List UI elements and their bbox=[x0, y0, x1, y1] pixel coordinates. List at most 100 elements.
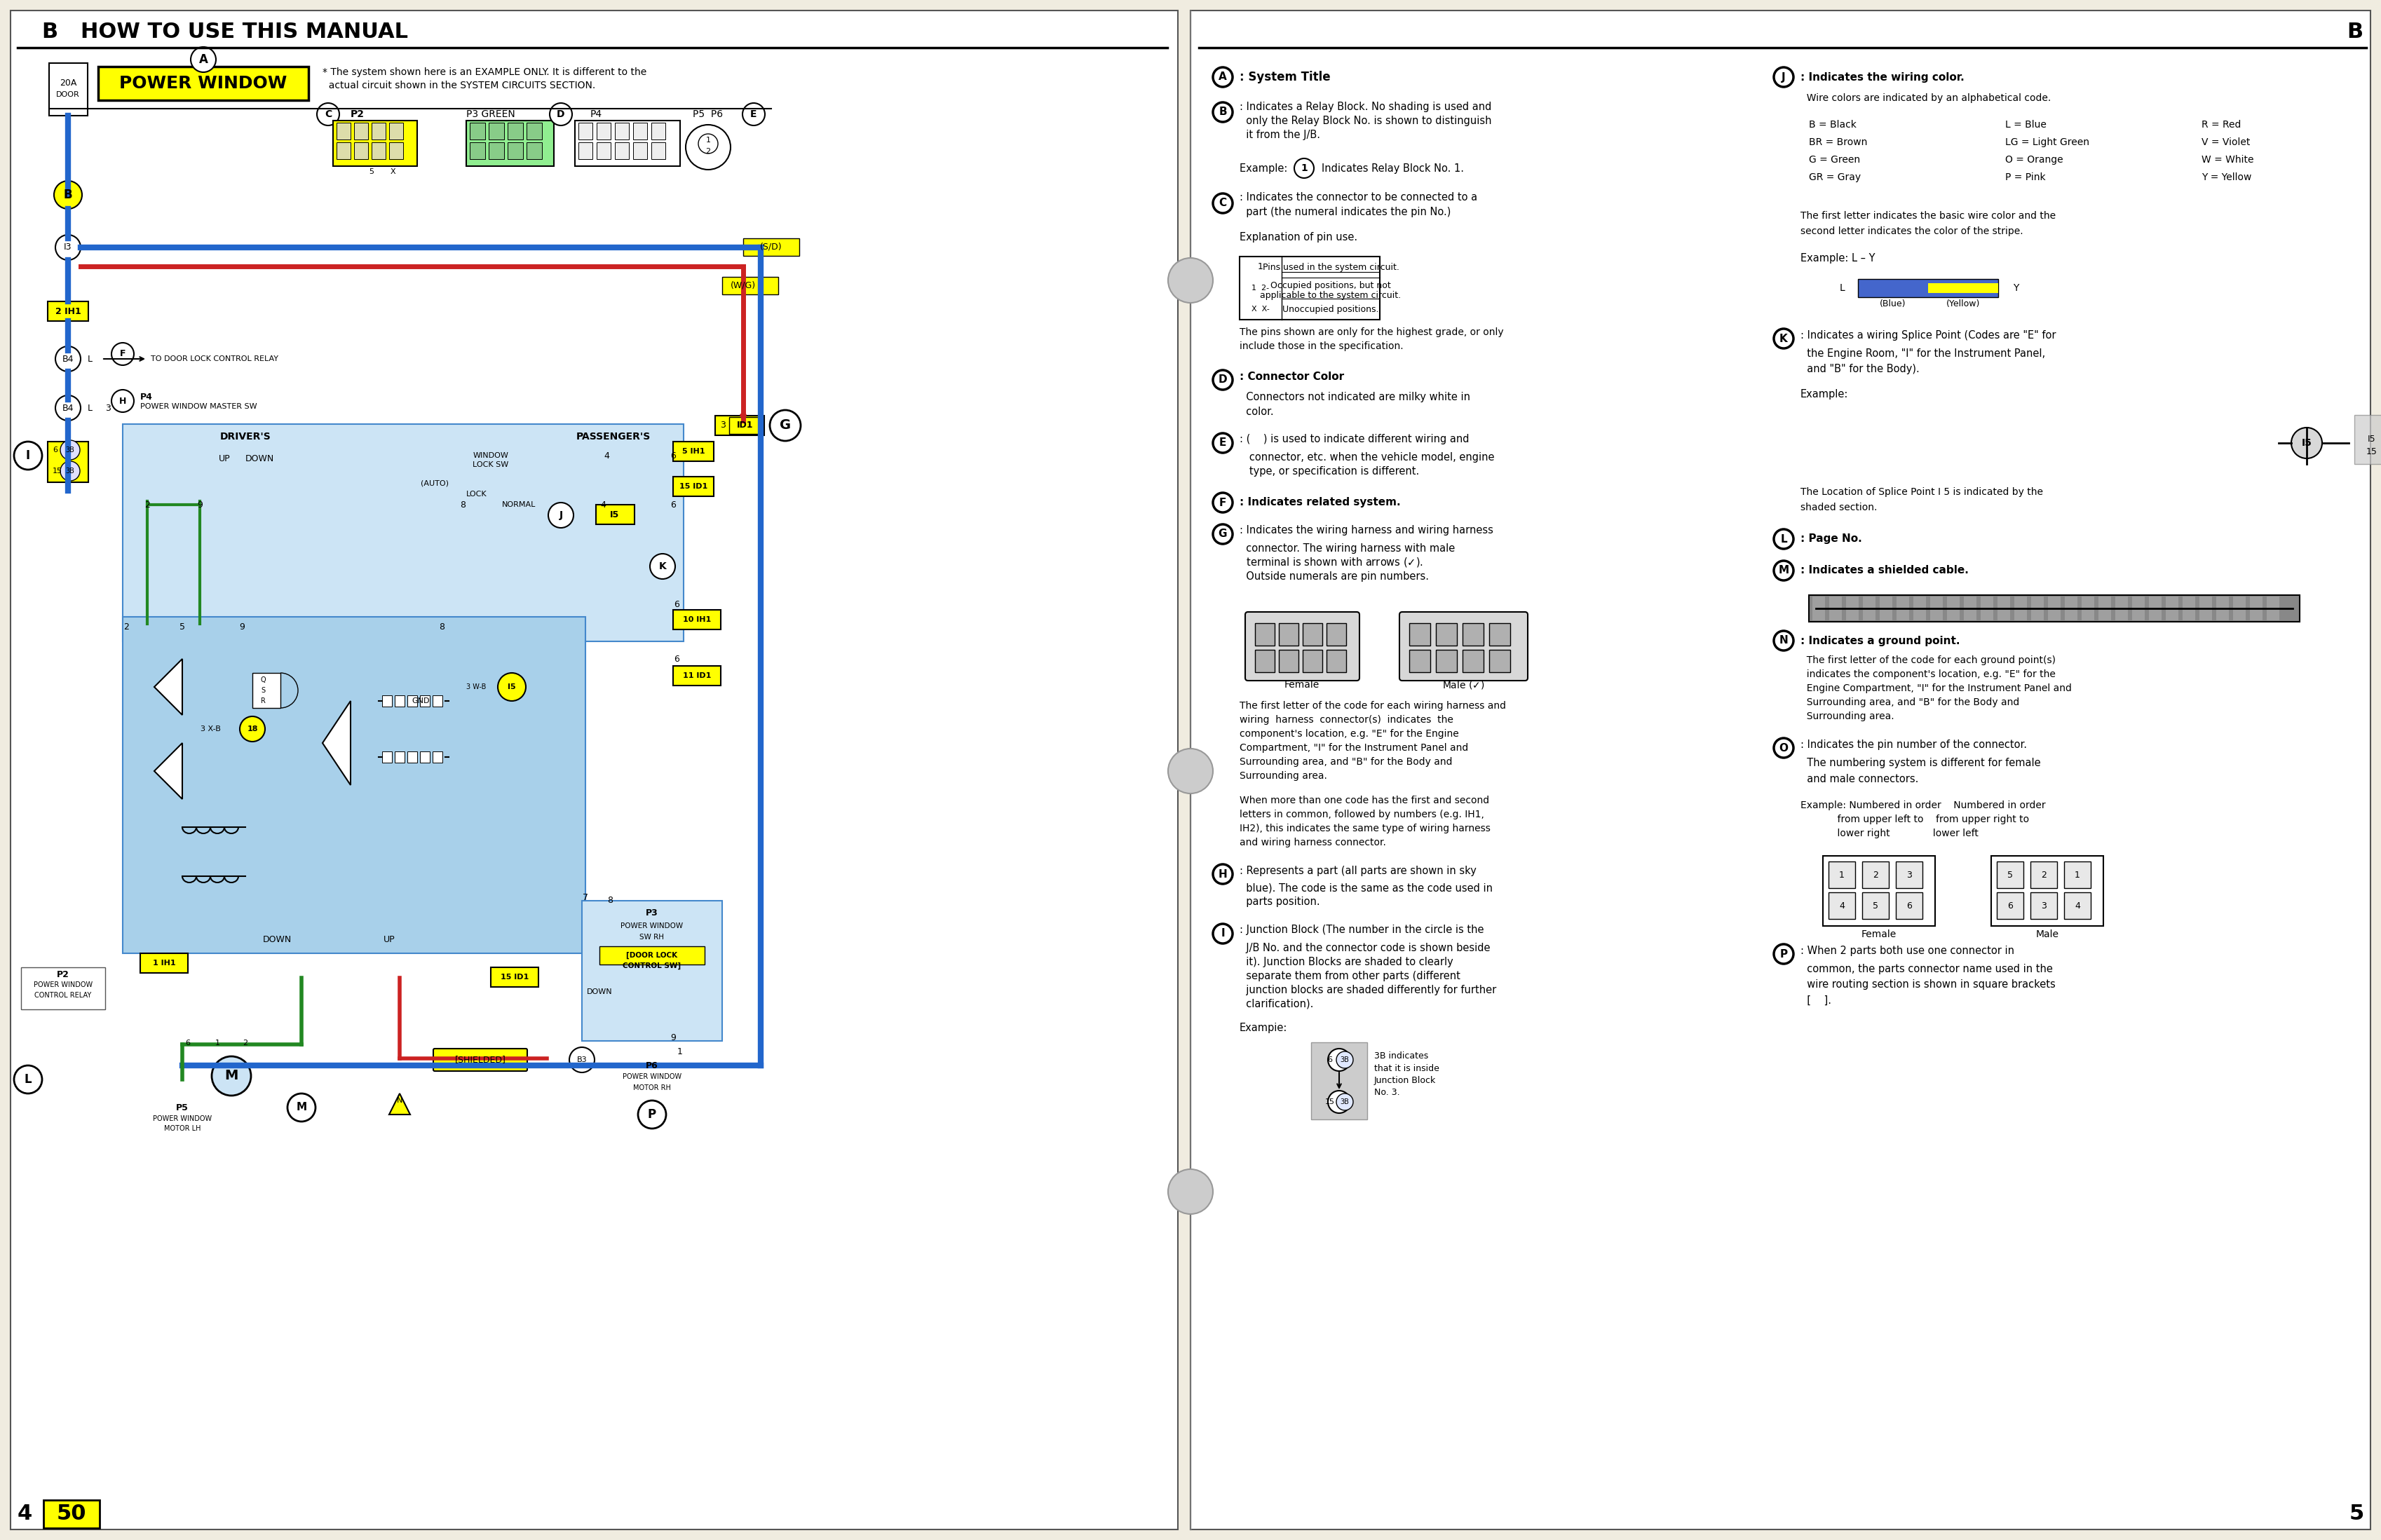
Text: Connectors not indicated are milky white in: Connectors not indicated are milky white… bbox=[1241, 393, 1469, 402]
Text: [    ].: [ ]. bbox=[1800, 995, 1831, 1006]
Text: 2: 2 bbox=[1874, 870, 1879, 879]
Text: POWER WINDOW: POWER WINDOW bbox=[621, 922, 683, 930]
Text: M: M bbox=[295, 1103, 307, 1113]
Text: shaded section.: shaded section. bbox=[1800, 502, 1876, 513]
Circle shape bbox=[288, 1093, 317, 1121]
Text: 1  2-: 1 2- bbox=[1252, 285, 1269, 291]
Text: 7: 7 bbox=[583, 893, 588, 902]
Text: The Location of Splice Point I 5 is indicated by the: The Location of Splice Point I 5 is indi… bbox=[1800, 487, 2043, 497]
Circle shape bbox=[769, 410, 800, 440]
Bar bbox=[1462, 624, 1483, 645]
Bar bbox=[1279, 650, 1298, 673]
Text: 6: 6 bbox=[1907, 901, 1912, 910]
Bar bbox=[1931, 596, 1943, 621]
Bar bbox=[467, 120, 555, 166]
Circle shape bbox=[1212, 433, 1233, 453]
Text: 5: 5 bbox=[2007, 870, 2012, 879]
Circle shape bbox=[1212, 864, 1233, 884]
Circle shape bbox=[686, 125, 731, 169]
Text: J: J bbox=[1781, 72, 1786, 82]
Bar bbox=[336, 142, 350, 159]
Bar bbox=[614, 142, 629, 159]
Text: indicates the component's location, e.g. "E" for the: indicates the component's location, e.g.… bbox=[1800, 670, 2055, 679]
Text: A: A bbox=[198, 54, 207, 66]
Text: 1: 1 bbox=[2074, 870, 2081, 879]
Text: L: L bbox=[1781, 534, 1788, 544]
Text: L: L bbox=[24, 1073, 31, 1086]
Text: P: P bbox=[648, 1109, 657, 1121]
Text: 6: 6 bbox=[671, 500, 676, 510]
Text: E: E bbox=[1219, 437, 1226, 448]
Text: H: H bbox=[1219, 869, 1226, 879]
Circle shape bbox=[569, 1047, 595, 1072]
Text: DOWN: DOWN bbox=[262, 935, 290, 944]
Text: 3B: 3B bbox=[67, 447, 74, 453]
Bar bbox=[1302, 650, 1321, 673]
Text: terminal is shown with arrows ($\checkmark$).: terminal is shown with arrows ($\checkma… bbox=[1241, 556, 1424, 568]
Text: R: R bbox=[260, 698, 264, 704]
Text: Surrounding area.: Surrounding area. bbox=[1800, 711, 1895, 721]
Text: 1: 1 bbox=[214, 1040, 219, 1047]
Text: The first letter indicates the basic wire color and the: The first letter indicates the basic wir… bbox=[1800, 211, 2055, 220]
Text: 4: 4 bbox=[600, 500, 605, 510]
Bar bbox=[333, 120, 417, 166]
Text: B: B bbox=[64, 188, 71, 202]
Bar bbox=[1981, 596, 1993, 621]
Text: 5: 5 bbox=[1874, 901, 1879, 910]
Bar bbox=[381, 752, 393, 762]
Text: only the Relay Block No. is shown to distinguish: only the Relay Block No. is shown to dis… bbox=[1241, 116, 1491, 126]
Circle shape bbox=[638, 1101, 667, 1129]
Text: DRIVER'S: DRIVER'S bbox=[219, 431, 271, 442]
Bar bbox=[2031, 892, 2057, 919]
Bar bbox=[395, 752, 405, 762]
Text: K: K bbox=[660, 562, 667, 571]
Text: When more than one code has the first and second: When more than one code has the first an… bbox=[1241, 796, 1488, 805]
Bar bbox=[21, 967, 105, 1009]
Bar bbox=[1488, 650, 1510, 673]
Bar bbox=[2064, 596, 2076, 621]
Text: I5: I5 bbox=[2367, 434, 2376, 444]
Text: 9: 9 bbox=[198, 500, 202, 510]
Bar bbox=[1998, 892, 2024, 919]
Bar bbox=[2098, 596, 2112, 621]
Text: [DOOR LOCK: [DOOR LOCK bbox=[626, 952, 679, 959]
Bar bbox=[1410, 624, 1431, 645]
Text: : Represents a part (all parts are shown in sky: : Represents a part (all parts are shown… bbox=[1241, 865, 1476, 876]
Text: DOOR: DOOR bbox=[57, 91, 81, 99]
Text: TO DOOR LOCK CONTROL RELAY: TO DOOR LOCK CONTROL RELAY bbox=[150, 356, 279, 362]
Text: P6: P6 bbox=[645, 1061, 657, 1070]
Circle shape bbox=[1212, 68, 1233, 86]
Text: wiring  harness  connector(s)  indicates  the: wiring harness connector(s) indicates th… bbox=[1241, 715, 1452, 725]
Text: 3: 3 bbox=[1907, 870, 1912, 879]
Bar bbox=[140, 953, 188, 973]
Text: Example:: Example: bbox=[1800, 388, 1848, 399]
Text: The numbering system is different for female: The numbering system is different for fe… bbox=[1800, 758, 2041, 768]
Bar bbox=[652, 123, 664, 140]
Text: POWER WINDOW MASTER SW: POWER WINDOW MASTER SW bbox=[140, 403, 257, 410]
Circle shape bbox=[1212, 493, 1233, 513]
Bar bbox=[1914, 596, 1926, 621]
Text: (AUTO): (AUTO) bbox=[421, 480, 448, 487]
Circle shape bbox=[1774, 631, 1793, 650]
Text: B   HOW TO USE THIS MANUAL: B HOW TO USE THIS MANUAL bbox=[43, 22, 407, 42]
Bar bbox=[1862, 596, 1876, 621]
Text: Surrounding area, and "B" for the Body and: Surrounding area, and "B" for the Body a… bbox=[1241, 758, 1452, 767]
Text: I: I bbox=[26, 450, 31, 462]
Text: The first letter of the code for each ground point(s): The first letter of the code for each gr… bbox=[1800, 656, 2055, 665]
Bar bbox=[336, 123, 350, 140]
Bar bbox=[1824, 856, 1936, 926]
Text: R = Red: R = Red bbox=[2202, 120, 2241, 129]
Text: 8: 8 bbox=[460, 500, 467, 510]
Text: Example: Numbered in order    Numbered in order: Example: Numbered in order Numbered in o… bbox=[1800, 801, 2045, 810]
Bar bbox=[1998, 861, 2024, 889]
Bar bbox=[1436, 624, 1457, 645]
Text: (Blue): (Blue) bbox=[1881, 299, 1907, 308]
Text: I5: I5 bbox=[2302, 437, 2312, 448]
Text: connector. The wiring harness with male: connector. The wiring harness with male bbox=[1241, 544, 1455, 553]
Circle shape bbox=[1212, 370, 1233, 390]
Text: 15 ID1: 15 ID1 bbox=[500, 973, 529, 981]
Text: 6: 6 bbox=[52, 447, 57, 453]
Text: it). Junction Blocks are shaded to clearly: it). Junction Blocks are shaded to clear… bbox=[1241, 956, 1452, 967]
Text: 18: 18 bbox=[248, 725, 257, 733]
Bar bbox=[50, 63, 88, 115]
